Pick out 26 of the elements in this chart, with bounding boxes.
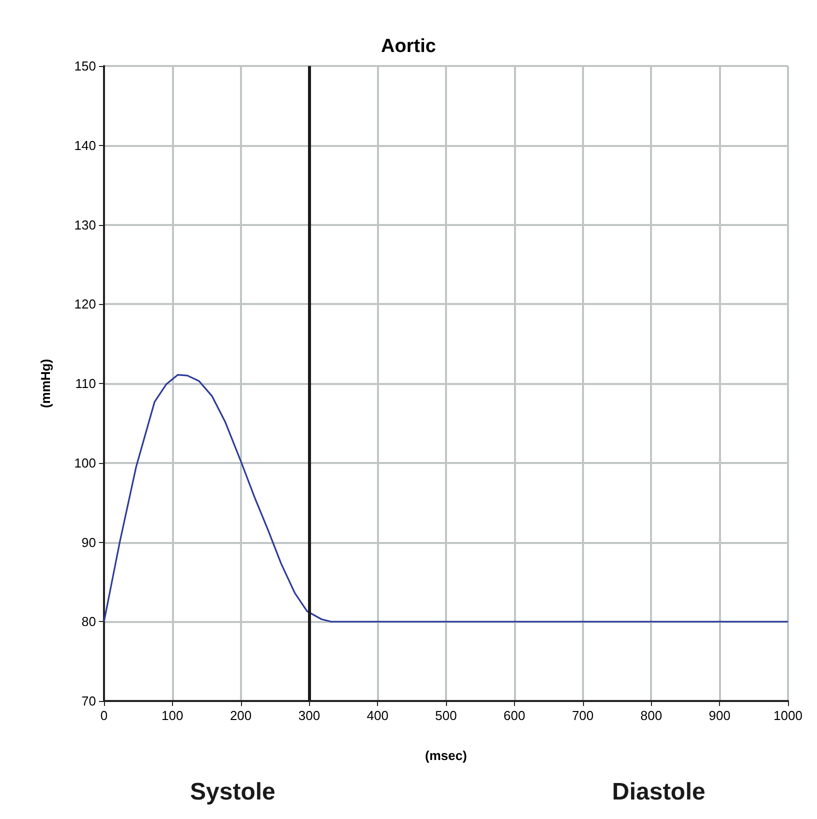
x-tick-label: 400 <box>366 708 388 723</box>
x-tick-label: 500 <box>435 708 457 723</box>
x-tick-label: 900 <box>708 708 730 723</box>
x-tick-label: 100 <box>162 708 184 723</box>
text: Diastole <box>612 778 706 806</box>
y-axis-title: (mmHg) <box>38 358 53 408</box>
y-tick-label: 140 <box>74 138 96 153</box>
chart-title: Aortic <box>381 36 436 57</box>
x-tick-label: 600 <box>504 708 526 723</box>
x-tick-label: 800 <box>640 708 662 723</box>
y-tick-label: 100 <box>74 455 96 470</box>
x-tick-label: 1000 <box>774 708 802 723</box>
y-tick-label: 70 <box>82 694 96 708</box>
y-tick-label: 90 <box>82 534 96 550</box>
y-tick-label: 80 <box>82 614 96 630</box>
y-tick-label: 110 <box>75 376 96 391</box>
x-tick-label: 700 <box>572 708 594 723</box>
x-tick-label: 0 <box>100 708 108 723</box>
y-tick-label: 120 <box>74 296 96 312</box>
line-series <box>103 374 789 622</box>
x-tick-label: 300 <box>298 708 320 723</box>
y-tick-label: 150 <box>74 58 96 74</box>
x-axis-title: (msec) <box>425 748 467 763</box>
y-tick-label: 130 <box>74 217 96 232</box>
text: Systole <box>190 778 276 806</box>
x-tick-label: 200 <box>230 708 252 723</box>
